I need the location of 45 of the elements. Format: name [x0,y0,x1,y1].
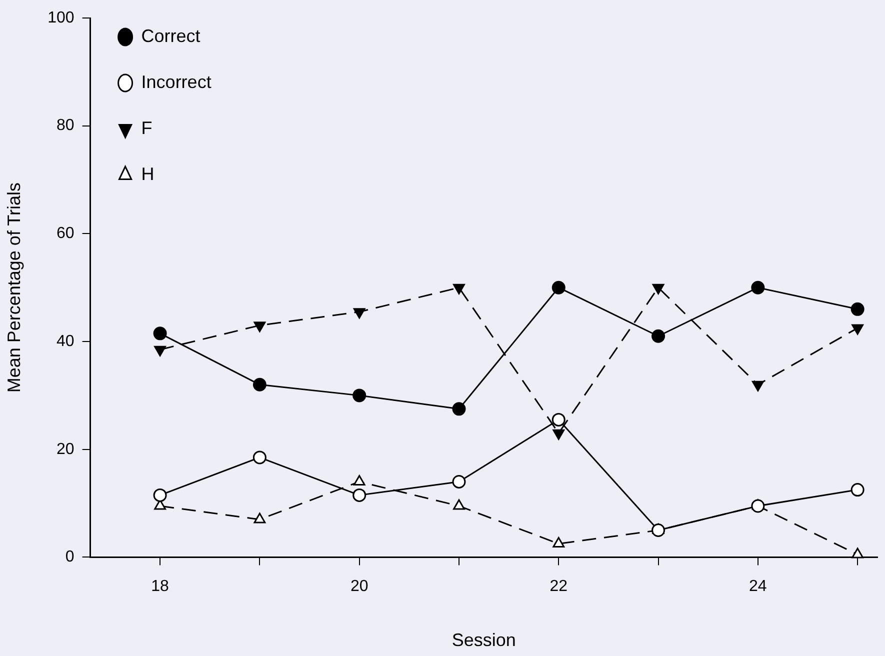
point [652,284,664,294]
point [154,346,166,356]
point [254,322,266,332]
point [552,280,566,294]
point [552,429,565,440]
x-tick-label: 18 [151,578,170,596]
point [752,380,764,392]
point [850,302,864,316]
point [852,548,864,558]
y-tick-label: 60 [56,225,74,242]
point [254,512,266,524]
point [751,499,765,513]
point [552,536,565,548]
point [353,308,366,319]
point [652,523,666,537]
point [850,483,864,497]
point [452,402,466,416]
legend-label: Correct [141,26,200,46]
y-tick-label: 40 [56,332,74,350]
y-tick-label: 80 [56,117,74,134]
point [352,388,366,402]
point [453,284,465,294]
y-tick-label: 100 [48,9,74,26]
x-tick-label: 24 [749,578,767,596]
point [153,488,167,502]
x-tick-label: 22 [550,578,568,596]
y-tick-label: 20 [56,440,74,458]
point [453,499,465,510]
point [252,450,266,464]
x-axis-title: Session [452,630,516,650]
point [652,329,666,343]
legend-label: H [141,164,154,184]
point [852,324,864,335]
y-tick-label: 0 [65,548,74,566]
point [352,488,366,502]
point [252,378,266,392]
point [552,412,566,426]
x-tick-label: 20 [350,578,368,596]
legend-label: F [141,118,152,138]
legend-label: Incorrect [141,72,212,92]
point [353,474,366,486]
point [751,280,765,294]
point [153,326,167,340]
y-axis-title: Mean Percentage of Trials [4,182,24,393]
point [452,474,466,488]
